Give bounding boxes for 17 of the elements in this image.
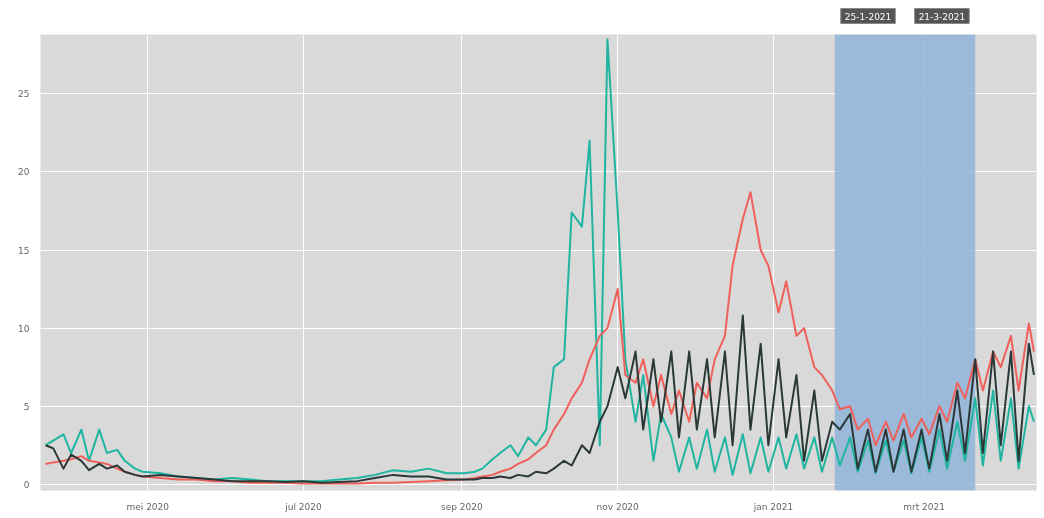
x-tick-label: jul 2020 [284, 501, 323, 512]
x-tick-label: jan 2021 [752, 501, 794, 512]
text: 25-1-2021 [844, 11, 892, 22]
line-series [44, 191, 1035, 485]
y-tick-label: 25 [18, 89, 30, 100]
text: 21-3-2021 [918, 11, 966, 22]
y-tick-label: 10 [18, 323, 30, 334]
y-tick-label: 0 [23, 479, 30, 490]
x-tick-label: mei 2020 [126, 501, 170, 512]
line-series [44, 314, 1035, 484]
x-tick-label: mrt 2021 [903, 501, 946, 512]
x-tick-label: sep 2020 [441, 501, 484, 512]
y-tick-label: 15 [18, 245, 30, 256]
line-series [44, 38, 1035, 483]
y-tick-label: 20 [18, 167, 30, 178]
y-tick-label: 5 [23, 401, 30, 412]
x-tick-label: nov 2020 [596, 501, 640, 512]
